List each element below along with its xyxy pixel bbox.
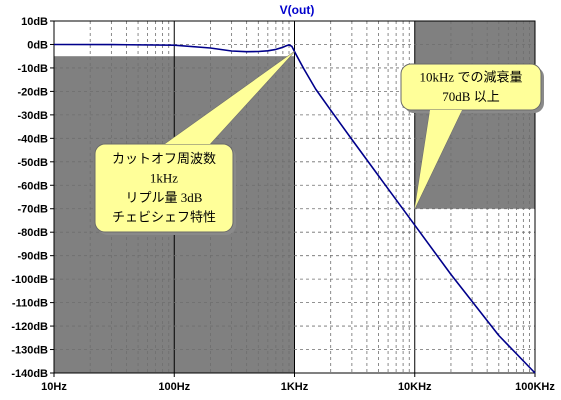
x-tick-label: 10Hz: [41, 381, 67, 393]
y-axis-ticks: 10dB 0dB -10dB -20dB -30dB -40dB -50dB -60dB -70…: [11, 16, 54, 380]
y-tick-label: -120dB: [11, 321, 48, 333]
y-tick-label: -20dB: [17, 86, 48, 98]
callout-text-line: チェビシェフ特性: [112, 210, 216, 225]
y-tick-label: -60dB: [17, 180, 48, 192]
chart-title: V(out): [280, 3, 315, 17]
y-tick-label: -130dB: [11, 345, 48, 357]
x-tick-label: 1KHz: [281, 381, 309, 393]
y-tick-label: -100dB: [11, 274, 48, 286]
x-axis-ticks: 10Hz 100Hz 1KHz 10KHz 100KHz: [41, 373, 555, 393]
callout-pointer-fill: [165, 51, 295, 144]
y-tick-label: -30dB: [17, 110, 48, 122]
y-tick-label: 10dB: [21, 16, 48, 28]
callout-pointer-fill: [414, 110, 462, 209]
callout-box: [94, 143, 234, 233]
callout-1: 10kHz での減衰量 70dB 以上: [400, 63, 544, 209]
callout-text-line: リプル量 3dB: [126, 190, 203, 205]
y-tick-label: -80dB: [17, 227, 48, 239]
series-layer: [53, 43, 536, 374]
callout-text-line: 10kHz での減衰量: [420, 70, 523, 85]
y-tick-label: 0dB: [27, 39, 48, 51]
callout-text-line: カットオフ周波数: [112, 151, 216, 166]
y-tick-label: -70dB: [17, 204, 48, 216]
y-tick-label: -110dB: [12, 298, 48, 310]
series-line-0: [53, 43, 536, 374]
callout-0: カットオフ周波数 1kHz リプル量 3dB チェビシェフ特性: [94, 51, 295, 235]
x-tick-label: 10KHz: [398, 381, 432, 393]
y-tick-label: -50dB: [17, 157, 48, 169]
y-tick-label: -140dB: [11, 368, 48, 380]
callout-text-line: 1kHz: [150, 171, 178, 186]
callout-text-line: 70dB 以上: [442, 89, 499, 104]
x-tick-label: 100Hz: [158, 381, 190, 393]
x-tick-label: 100KHz: [515, 381, 555, 393]
y-tick-label: -40dB: [17, 133, 48, 145]
y-tick-label: -90dB: [17, 251, 48, 263]
callouts: カットオフ周波数 1kHz リプル量 3dB チェビシェフ特性 10kHz での減衰量 7…: [94, 51, 544, 235]
callout-box: [400, 63, 542, 111]
y-tick-label: -10dB: [17, 63, 48, 75]
